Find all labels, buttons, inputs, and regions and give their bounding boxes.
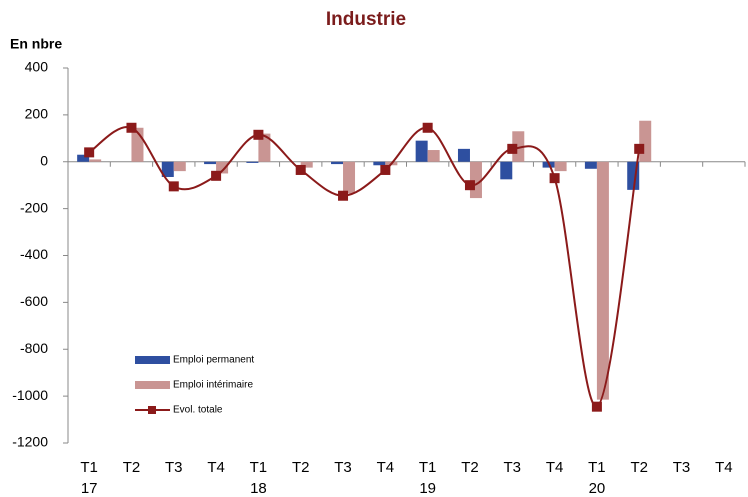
bar (639, 120, 652, 162)
y-tick-label: 200 (25, 106, 49, 122)
bar (596, 161, 609, 400)
y-tick-label: -400 (20, 246, 48, 262)
line-marker (464, 180, 475, 191)
x-tick-label: T3 (504, 459, 522, 476)
line-marker (84, 147, 95, 158)
line-marker (380, 164, 391, 175)
x-tick-label: T1 (419, 459, 437, 476)
bar (343, 161, 356, 194)
legend-swatch (148, 406, 156, 414)
x-year-label: 18 (250, 480, 267, 497)
x-year-label: 20 (589, 480, 606, 497)
y-tick-label: 0 (40, 152, 48, 168)
bar (500, 161, 513, 180)
line-marker (211, 170, 222, 181)
line-marker (549, 173, 560, 184)
bar (554, 161, 567, 172)
y-tick-label: -1200 (12, 434, 48, 450)
x-tick-label: T2 (292, 459, 310, 476)
x-tick-label: T3 (334, 459, 352, 476)
bar (469, 161, 482, 199)
bar (300, 161, 313, 168)
bar (584, 161, 597, 169)
bar (415, 140, 428, 162)
line-marker (507, 143, 518, 154)
bar (216, 161, 229, 174)
legend-label: Emploi intérimaire (173, 380, 253, 391)
line-marker (295, 164, 306, 175)
x-tick-label: T2 (461, 459, 479, 476)
x-tick-label: T1 (588, 459, 606, 476)
bar (89, 159, 102, 162)
x-tick-label: T2 (123, 459, 141, 476)
legend-label: Evol. totale (173, 405, 223, 416)
bar (331, 161, 344, 165)
x-year-label: 17 (81, 480, 98, 497)
line-marker (422, 122, 433, 133)
bar (204, 161, 217, 165)
x-tick-label: T1 (80, 459, 98, 476)
line-marker (338, 190, 349, 201)
x-tick-label: T4 (546, 459, 564, 476)
legend-swatch (135, 381, 170, 389)
y-tick-label: -800 (20, 340, 48, 356)
chart-title: Industrie (326, 9, 406, 30)
bar (77, 154, 90, 162)
x-tick-label: T1 (250, 459, 268, 476)
bar (512, 131, 525, 162)
bar (427, 150, 440, 162)
line-marker (168, 181, 179, 192)
x-tick-label: T4 (377, 459, 395, 476)
bar (373, 161, 386, 166)
y-tick-label: -1000 (12, 387, 48, 403)
line-marker (126, 122, 137, 133)
x-tick-label: T2 (630, 459, 648, 476)
bar (258, 133, 271, 162)
y-tick-label: -200 (20, 199, 48, 215)
legend-label: Emploi permanent (173, 355, 254, 366)
x-year-label: 19 (419, 480, 436, 497)
line (88, 126, 641, 408)
y-axis-label: En nbre (10, 36, 62, 52)
bar (173, 161, 186, 172)
legend-swatch (135, 356, 170, 364)
y-tick-label: 400 (25, 59, 49, 75)
y-tick-label: -600 (20, 293, 48, 309)
line-marker (591, 401, 602, 412)
line-marker (253, 129, 264, 140)
x-tick-label: T4 (715, 459, 733, 476)
line-marker (634, 143, 645, 154)
x-tick-label: T3 (165, 459, 183, 476)
x-tick-label: T4 (207, 459, 225, 476)
bar (457, 148, 470, 162)
bar (161, 161, 174, 177)
x-tick-label: T3 (673, 459, 691, 476)
bar (246, 161, 259, 163)
